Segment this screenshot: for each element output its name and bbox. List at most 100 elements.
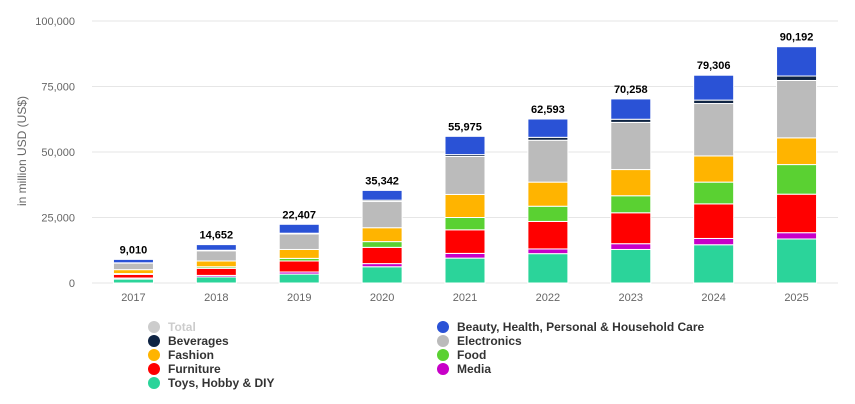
bar-stack-2017[interactable]: [112, 258, 154, 284]
bar-segment[interactable]: [278, 273, 320, 284]
legend-item[interactable]: Toys, Hobby & DIY: [148, 376, 274, 390]
legend-item[interactable]: Fashion: [148, 348, 214, 362]
bar-segment[interactable]: [776, 75, 818, 81]
x-tick-label: 2023: [619, 292, 643, 304]
legend-item[interactable]: Beverages: [148, 334, 229, 348]
bar-segment[interactable]: [693, 237, 735, 246]
legend-dot-icon: [148, 377, 160, 389]
total-label: 35,342: [365, 175, 399, 187]
stacked-bar-chart: 0 25,000 50,000 75,000 100,000 in million US…: [15, 16, 838, 304]
bar-segment[interactable]: [610, 212, 652, 245]
legend-dot-icon: [437, 335, 449, 347]
bar-segment[interactable]: [195, 250, 237, 262]
bar-segment[interactable]: [195, 276, 237, 284]
bar-segment[interactable]: [527, 205, 569, 222]
bar-segment[interactable]: [278, 248, 320, 259]
bar-segment[interactable]: [527, 253, 569, 284]
bar-segment[interactable]: [693, 244, 735, 284]
bar-segment[interactable]: [195, 267, 237, 276]
bar-segment[interactable]: [444, 135, 486, 156]
legend-item[interactable]: Total: [148, 320, 196, 334]
bar-stack-2024[interactable]: [693, 74, 735, 284]
legend-item[interactable]: Furniture: [148, 362, 221, 376]
legend-label: Media: [457, 362, 492, 376]
bar-segment[interactable]: [112, 269, 154, 275]
bar-segment[interactable]: [527, 181, 569, 207]
bar-segment[interactable]: [776, 164, 818, 195]
bar-stack-2023[interactable]: [610, 98, 652, 284]
bar-segment[interactable]: [610, 121, 652, 171]
bar-segment[interactable]: [610, 248, 652, 284]
y-axis-label: in million USD (US$): [15, 96, 29, 206]
total-labels: 9,010 14,652 22,407 35,342 55,975 62,593 70,25…: [120, 32, 814, 257]
bar-segment[interactable]: [361, 227, 403, 243]
bar-segment[interactable]: [776, 79, 818, 139]
bar-segment[interactable]: [112, 273, 154, 279]
bar-segment[interactable]: [693, 103, 735, 157]
bar-segment[interactable]: [776, 137, 818, 166]
bar-segment[interactable]: [361, 241, 403, 248]
bar-segment[interactable]: [693, 181, 735, 205]
bar-segment[interactable]: [444, 217, 486, 231]
bar-segment[interactable]: [527, 139, 569, 183]
x-tick-label: 2022: [536, 292, 560, 304]
bar-segment[interactable]: [361, 189, 403, 201]
bar-segment[interactable]: [693, 155, 735, 183]
bar-segment[interactable]: [444, 257, 486, 284]
bar-segment[interactable]: [112, 278, 154, 284]
x-tick-label: 2025: [784, 292, 808, 304]
bar-segment[interactable]: [693, 74, 735, 101]
bar-stack-2018[interactable]: [195, 244, 237, 284]
legend-item[interactable]: Beauty, Health, Personal & Household Car…: [437, 320, 704, 334]
y-tick-label: 100,000: [35, 16, 75, 28]
bar-segment[interactable]: [278, 260, 320, 273]
legend-label: Beverages: [168, 334, 229, 348]
bar-segment[interactable]: [527, 220, 569, 250]
total-label: 62,593: [531, 104, 565, 116]
bar-stack-2019[interactable]: [278, 223, 320, 284]
bar-segment[interactable]: [444, 252, 486, 259]
bar-segment[interactable]: [693, 203, 735, 239]
bar-segment[interactable]: [610, 169, 652, 197]
y-tick-label: 75,000: [41, 82, 75, 94]
bar-segment[interactable]: [195, 260, 237, 268]
bar-segment[interactable]: [693, 99, 735, 105]
bar-segment[interactable]: [776, 232, 818, 240]
bar-stack-2022[interactable]: [527, 118, 569, 284]
legend-item[interactable]: Food: [437, 348, 486, 362]
bar-segment[interactable]: [776, 46, 818, 77]
x-tick-label: 2024: [701, 292, 725, 304]
bar-segment[interactable]: [527, 118, 569, 138]
bar-segment[interactable]: [776, 193, 818, 234]
legend-dot-icon: [437, 321, 449, 333]
bar-segment[interactable]: [610, 98, 652, 120]
x-tick-label: 2017: [121, 292, 145, 304]
legend-label: Electronics: [457, 334, 522, 348]
bar-segment[interactable]: [527, 248, 569, 255]
bar-segment[interactable]: [112, 262, 154, 271]
total-label: 90,192: [780, 32, 814, 44]
bar-segment[interactable]: [361, 246, 403, 265]
bar-stack-2025[interactable]: [776, 46, 818, 284]
bar-segment[interactable]: [278, 223, 320, 234]
legend-dot-icon: [148, 363, 160, 375]
bar-segment[interactable]: [610, 195, 652, 214]
bar-segment[interactable]: [444, 193, 486, 218]
bar-segment[interactable]: [361, 266, 403, 284]
x-tick-label: 2018: [204, 292, 228, 304]
bar-segment[interactable]: [278, 233, 320, 250]
legend-item[interactable]: Electronics: [437, 334, 522, 348]
bar-stack-2020[interactable]: [361, 189, 403, 284]
bar-segment[interactable]: [112, 258, 154, 264]
bar-segment[interactable]: [444, 155, 486, 195]
bar-segment[interactable]: [610, 243, 652, 250]
y-tick-label: 25,000: [41, 213, 75, 225]
bar-segment[interactable]: [444, 229, 486, 254]
bar-stack-2021[interactable]: [444, 135, 486, 284]
bar-segment[interactable]: [195, 244, 237, 251]
x-tick-label: 2021: [453, 292, 477, 304]
legend-item[interactable]: Media: [437, 362, 491, 376]
y-axis-ticks: 0 25,000 50,000 75,000 100,000: [35, 16, 75, 290]
bar-segment[interactable]: [776, 238, 818, 284]
bar-segment[interactable]: [361, 201, 403, 229]
